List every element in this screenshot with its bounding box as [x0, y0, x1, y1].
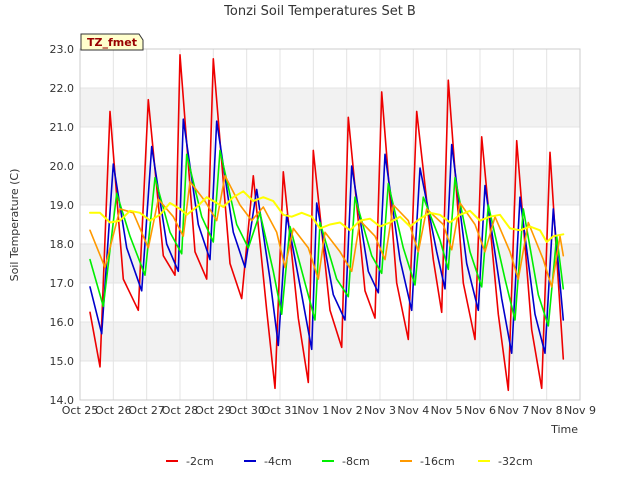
series-line-8cmcm	[89, 149, 565, 327]
x-axis-label: Time	[550, 423, 578, 436]
grid-band	[80, 49, 580, 88]
grid-band	[80, 322, 580, 361]
x-tick-label: Nov 9	[564, 404, 596, 417]
y-tick-label: 16.0	[50, 316, 75, 329]
y-tick-label: 23.0	[50, 43, 75, 56]
x-tick-label: Nov 1	[297, 404, 329, 417]
badge-box	[80, 33, 144, 51]
x-tick-label: Oct 30	[228, 404, 265, 417]
x-tick-label: Nov 7	[497, 404, 529, 417]
grid-band	[80, 88, 580, 127]
x-tick-label: Nov 6	[464, 404, 496, 417]
x-tick-label: Oct 31	[262, 404, 299, 417]
badge: TZ_fmet	[80, 33, 144, 51]
x-tick-label: Oct 25	[62, 404, 99, 417]
badge-text: TZ_fmet	[87, 36, 137, 49]
x-tick-label: Nov 8	[531, 404, 563, 417]
grid-band	[80, 361, 580, 400]
x-tick-label: Oct 26	[95, 404, 132, 417]
series-line-2cmcm	[89, 54, 565, 392]
x-tick-label: Nov 3	[364, 404, 396, 417]
x-tick-label: Nov 4	[397, 404, 429, 417]
x-tick-label: Nov 5	[431, 404, 463, 417]
legend-label: -4cm	[264, 455, 292, 468]
y-tick-label: 14.0	[50, 394, 75, 407]
legend: -2cm -4cm -8cm -16cm -32cm	[166, 455, 533, 468]
grid-band	[80, 127, 580, 166]
y-tick-label: 17.0	[50, 277, 75, 290]
grid-band	[80, 166, 580, 205]
x-tick-label: Oct 29	[195, 404, 232, 417]
x-tick-label: Oct 28	[162, 404, 199, 417]
x-tick-label: Nov 2	[331, 404, 363, 417]
legend-label: -8cm	[342, 455, 370, 468]
series-line-32cmcm	[89, 190, 565, 243]
y-tick-label: 21.0	[50, 121, 75, 134]
y-tick-label: 20.0	[50, 160, 75, 173]
y-tick-label: 22.0	[50, 82, 75, 95]
series-line-4cmcm	[89, 118, 565, 354]
series-lines	[89, 54, 565, 392]
chart-title: Tonzi Soil Temperatures Set B	[223, 4, 416, 19]
y-axis-label: Soil Temperature (C)	[8, 169, 21, 282]
y-tick-label: 19.0	[50, 199, 75, 212]
y-tick-labels: 14.0 15.0 16.0 17.0 18.0 19.0 20.0 21.0 22.0 23.0	[50, 43, 75, 407]
legend-label: -32cm	[498, 455, 533, 468]
y-tick-label: 15.0	[50, 355, 75, 368]
legend-label: -2cm	[186, 455, 214, 468]
legend-label: -16cm	[420, 455, 455, 468]
plot-frame	[79, 48, 581, 401]
x-tick-label: Oct 27	[128, 404, 165, 417]
y-tick-label: 18.0	[50, 238, 75, 251]
